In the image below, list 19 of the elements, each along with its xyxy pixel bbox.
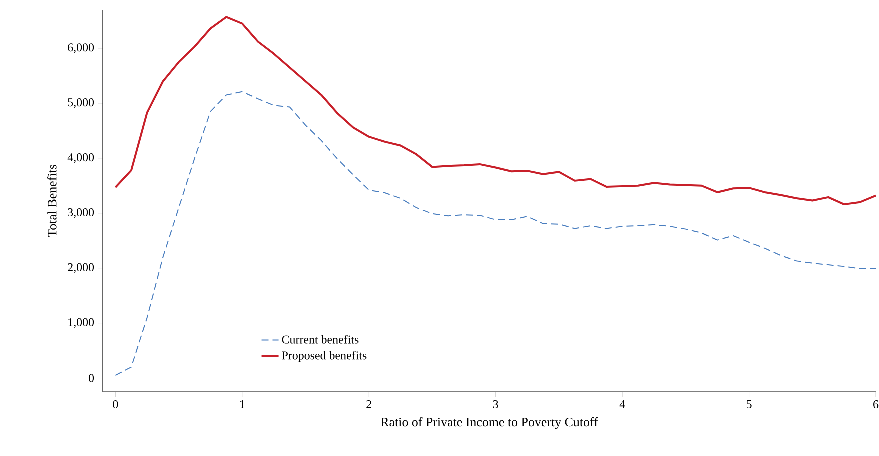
x-tick-label: 5: [746, 400, 752, 408]
x-tick-label: 6: [874, 400, 879, 409]
x-tick-label: 1: [240, 400, 245, 408]
y-tick-label: 5,000: [68, 98, 94, 108]
y-tick-label: 0: [88, 374, 94, 382]
x-tick-label: 3: [493, 400, 498, 409]
y-tick-label: 2,000: [68, 263, 94, 274]
y-tick-label: 1,000: [68, 318, 94, 328]
y-tick-label: 4,000: [68, 154, 94, 164]
x-tick-label: 2: [366, 400, 372, 408]
y-tick-label: 6,000: [68, 44, 94, 54]
x-tick-label: 0: [113, 400, 118, 409]
y-axis-title: Total Benefits: [48, 165, 57, 238]
legend-label: Proposed benefits: [282, 351, 367, 362]
legend-label: Current benefits: [282, 335, 359, 344]
x-tick-label: 4: [620, 400, 626, 408]
x-axis-title: Ratio of Private Income to Poverty Cutoff: [381, 417, 598, 430]
y-tick-label: 3,000: [68, 208, 94, 218]
line-series: [115, 91, 877, 376]
